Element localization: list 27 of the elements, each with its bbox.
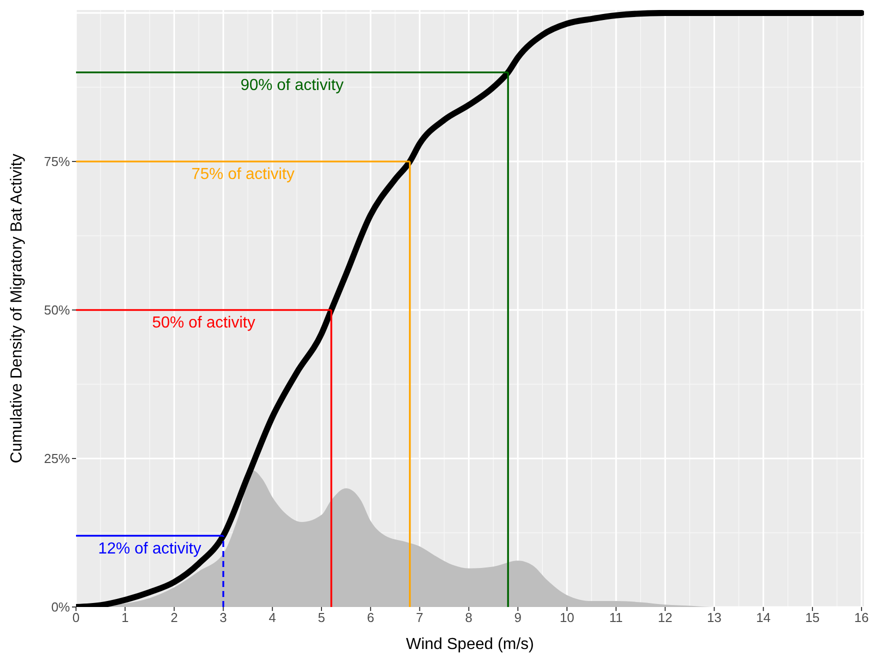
y-tick-label: 50%	[44, 302, 70, 318]
x-tick-label: 3	[220, 610, 227, 626]
x-tick-label: 2	[170, 610, 178, 626]
x-tick-label: 8	[465, 610, 472, 626]
y-tick-label: 0%	[51, 600, 70, 615]
x-tick-label: 14	[756, 610, 771, 626]
x-tick-label: 0	[72, 610, 80, 626]
x-tick-label: 9	[514, 610, 522, 626]
x-tick-label: 16	[854, 610, 869, 626]
x-tick-label: 6	[366, 610, 374, 626]
x-tick-label: 10	[560, 610, 574, 626]
annotation: 12% of activity	[98, 540, 202, 558]
y-tick-label: 25%	[44, 451, 70, 466]
x-tick-label: 7	[416, 610, 424, 626]
annotation: 75% of activity	[191, 166, 295, 184]
x-tick-label: 13	[707, 610, 722, 626]
annotation: 90% of activity	[240, 77, 344, 94]
x-tick-label: 1	[121, 610, 129, 626]
x-tick-label: 4	[268, 610, 276, 626]
x-axis-title: Wind Speed (m/s)	[406, 636, 534, 653]
annotation: 50% of activity	[152, 314, 256, 332]
x-tick-label: 12	[658, 610, 672, 626]
y-axis-title: Cumulative Density of Migratory Bat Activity	[8, 154, 26, 464]
x-tick-label: 15	[805, 610, 820, 626]
x-tick-label: 11	[609, 610, 623, 626]
y-tick-label: 75%	[44, 154, 70, 170]
x-tick-label: 5	[318, 610, 326, 626]
